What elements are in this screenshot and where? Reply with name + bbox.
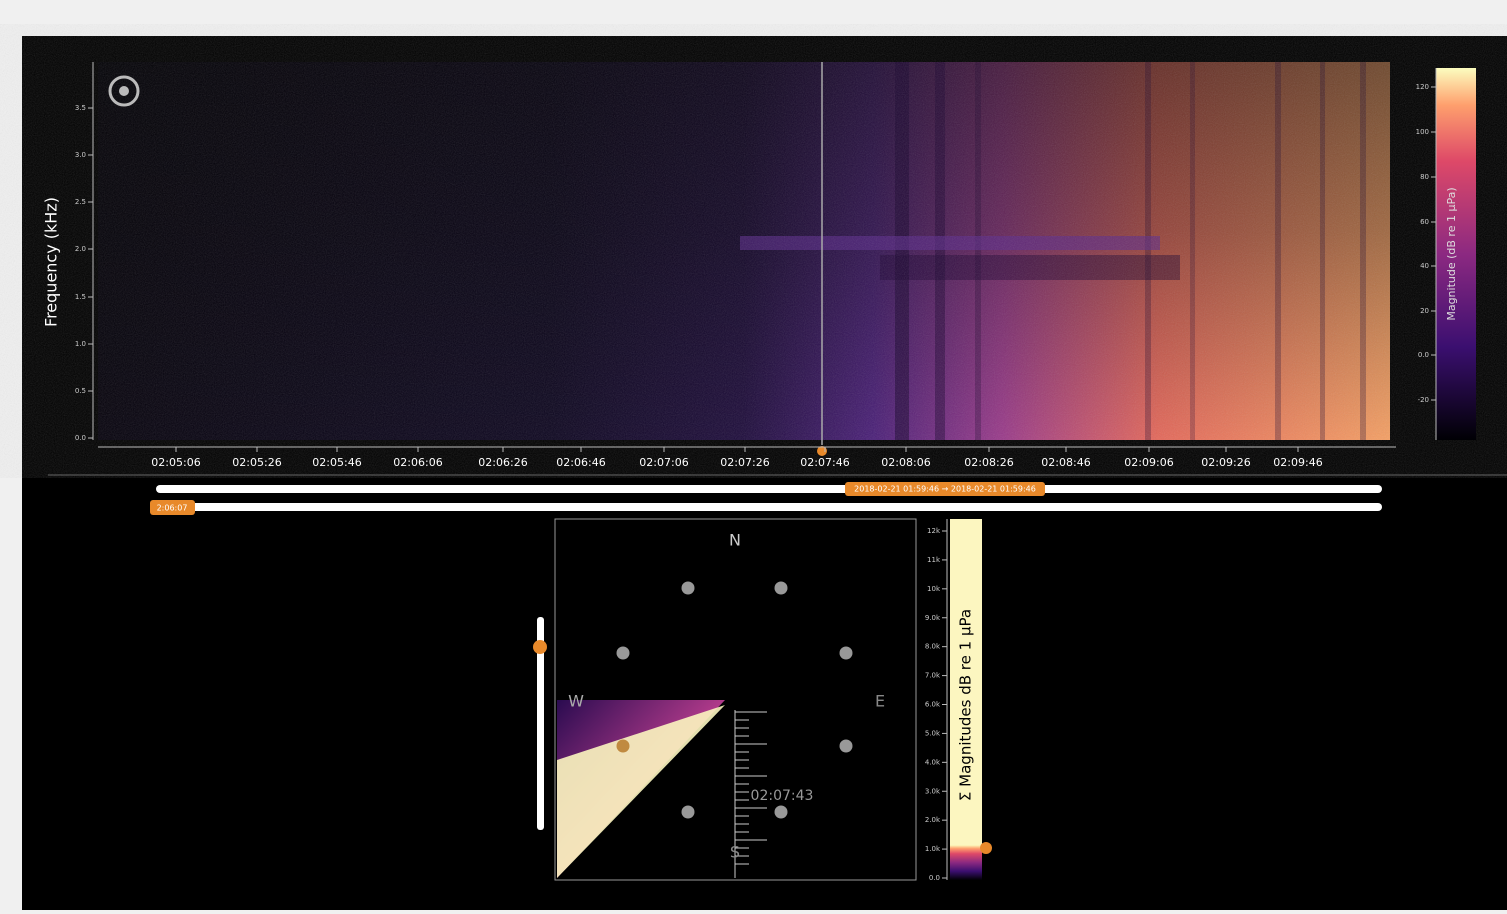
colorbar-tick-label: -20 [1418,396,1429,404]
x-tick-label: 02:07:46 [800,456,849,469]
x-tick-label: 02:07:06 [639,456,688,469]
x-tick-label: 02:09:26 [1201,456,1250,469]
x-tick-label: 02:08:06 [881,456,930,469]
hydrophone [617,740,630,753]
compass-n: N [729,531,741,550]
polar-colorbar-tick-label: 12k [927,527,941,535]
polar-time: 02:07:43 [751,788,814,804]
y-tick-label: 2.0 [75,245,86,253]
polar-colorbar-tick-label: 1.0k [925,845,941,853]
y-tick-label: 1.0 [75,340,86,348]
range-slider[interactable] [156,485,1382,493]
colorbar-tick-label: 60 [1420,218,1429,226]
hydrophone [840,740,853,753]
x-tick-label: 02:09:46 [1273,456,1322,469]
colorbar-tick-label: 120 [1416,83,1429,91]
gear-hub[interactable] [119,86,129,96]
x-tick-label: 02:05:46 [312,456,361,469]
position-slider[interactable] [156,503,1382,511]
polar-colorbar-handle[interactable] [980,842,992,854]
polar-colorbar-tick-label: 6.0k [925,701,941,709]
polar-colorbar-tick-label: 0.0 [929,874,940,882]
polar-colorbar-tick-label: 9.0k [925,614,941,622]
polar-colorbar-tick-label: 7.0k [925,672,941,680]
spectrogram-noise [98,62,1390,440]
hydrophone [775,806,788,819]
hydrophone [840,647,853,660]
x-tick-label: 02:06:06 [393,456,442,469]
position-label: 2:06:07 [157,504,188,513]
y-tick-label: 1.5 [75,293,86,301]
x-tick-label: 02:07:26 [720,456,769,469]
polar-colorbar-fill [950,845,982,880]
x-tick-label: 02:09:06 [1124,456,1173,469]
colorbar-label: Magnitude (dB re 1 µPa) [1445,187,1458,320]
colorbar-tick-label: 40 [1420,262,1429,270]
hydrophone [617,647,630,660]
y-axis-label: Frequency (kHz) [42,197,61,327]
hydrophone [682,582,695,595]
colorbar-tick-label: 20 [1420,307,1429,315]
page: {"spectrogram": { "y_label": "Frequency … [0,0,1507,910]
y-tick-label: 3.5 [75,104,86,112]
polar-colorbar-tick-label: 5.0k [925,729,941,737]
colorbar-tick-label: 80 [1420,173,1429,181]
hydrophone [682,806,695,819]
polar-colorbar-tick-label: 4.0k [925,758,941,766]
polar-colorbar-tick-label: 11k [927,556,941,564]
compass-s: S [730,843,740,862]
x-tick-label: 02:05:06 [151,456,200,469]
y-tick-label: 2.5 [75,198,86,206]
polar-colorbar-tick-label: 2.0k [925,816,941,824]
polar-colorbar-label: Σ Magnitudes dB re 1 µPa [957,609,975,801]
colorbar-tick-label: 0.0 [1418,351,1429,359]
polar-colorbar-tick-label: 10k [927,585,941,593]
polar-colorbar-tick-label: 3.0k [925,787,941,795]
app: Frequency (kHz) Magnitude (dB re 1 µPa) … [0,0,1507,910]
x-tick-label: 02:08:26 [964,456,1013,469]
polar-colorbar-tick-label: 8.0k [925,643,941,651]
colorbar-tick-label: 100 [1416,128,1429,136]
compass-w: W [568,692,584,711]
compass-e: E [875,692,885,711]
x-tick-label: 02:05:26 [232,456,281,469]
range-label: 2018-02-21 01:59:46 → 2018-02-21 01:59:4… [854,485,1036,494]
hydrophone [775,582,788,595]
y-tick-label: 0.0 [75,434,86,442]
x-tick-label: 02:06:26 [478,456,527,469]
vertical-slider-handle[interactable] [533,640,547,654]
y-tick-label: 3.0 [75,151,86,159]
x-tick-label: 02:06:46 [556,456,605,469]
y-tick-label: 0.5 [75,387,86,395]
x-tick-label: 02:08:46 [1041,456,1090,469]
